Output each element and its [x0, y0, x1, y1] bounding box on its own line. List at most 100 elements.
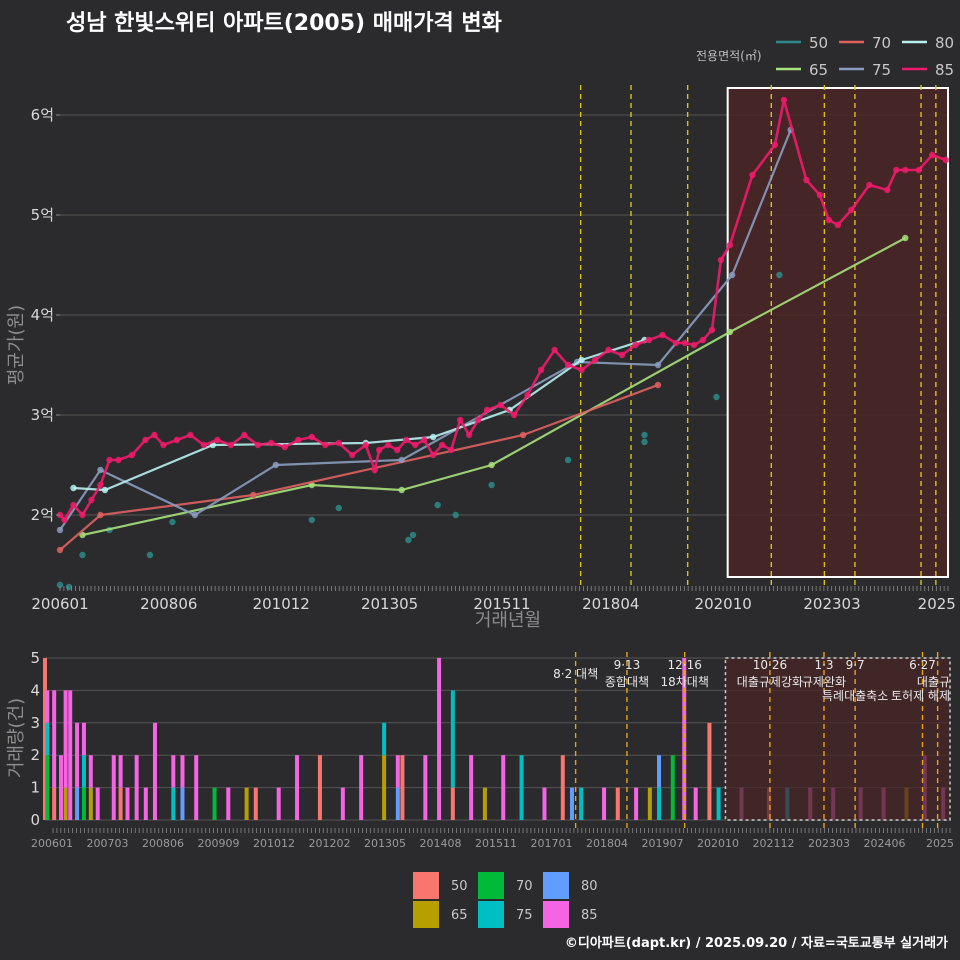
bottom-legend-key-85 — [543, 901, 569, 928]
bottom-x-tick-label: 2025 — [926, 837, 954, 850]
bar-segment-85 — [226, 787, 231, 820]
series-point-85 — [717, 256, 725, 264]
bottom-legend: 50 65 70 75 80 85 — [413, 872, 598, 928]
bottom-x-tick-label: 201907 — [642, 837, 684, 850]
bottom-x-tick-label: 200806 — [142, 837, 184, 850]
bottom-x-tick-label: 201804 — [586, 837, 628, 850]
bar-segment-50 — [615, 787, 620, 820]
series-point-50 — [452, 511, 459, 519]
series-point-85 — [371, 466, 378, 474]
bar-segment-50 — [52, 787, 57, 820]
series-line-85 — [59, 99, 947, 523]
event-annotation: 8·2 대책 — [553, 666, 598, 681]
series-point-75 — [56, 526, 64, 534]
bar-segment-80 — [395, 787, 400, 820]
series-point-85 — [551, 346, 558, 354]
series-point-65 — [726, 328, 734, 336]
series-point-85 — [681, 339, 689, 347]
event-annotation: 종합대책 — [605, 674, 649, 689]
bar-segment-50 — [118, 787, 123, 820]
bar-segment-85 — [111, 755, 116, 820]
bottom-y-tick-label: 0 — [30, 811, 40, 829]
bar-segment-85 — [542, 787, 547, 820]
x-tick-label: 2025 — [918, 595, 956, 613]
series-point-50 — [335, 504, 342, 512]
series-point-85 — [825, 216, 833, 224]
bottom-x-tick-label: 202303 — [808, 837, 850, 850]
bar-segment-85 — [134, 755, 139, 820]
series-point-85 — [173, 436, 181, 444]
x-tick-label: 201305 — [361, 595, 418, 613]
bar-segment-85 — [682, 658, 687, 820]
series-point-85 — [322, 441, 329, 449]
legend-label-65: 65 — [809, 61, 828, 79]
bottom-highlight-box — [724, 657, 951, 821]
bottom-y-axis-title: 거래량(건) — [6, 698, 27, 778]
series-point-85 — [128, 451, 136, 459]
bar-segment-85 — [95, 787, 100, 820]
series-point-85 — [578, 366, 585, 374]
bottom-x-tick-label: 201408 — [420, 837, 462, 850]
bar-segment-65 — [63, 787, 68, 820]
legend-title: 전용면적(㎡) — [696, 49, 762, 63]
series-point-85 — [412, 441, 419, 449]
series-point-50 — [56, 581, 64, 589]
bar-segment-50 — [450, 787, 455, 820]
series-point-85 — [929, 151, 936, 159]
series-point-85 — [106, 456, 113, 464]
bottom-event-lines — [574, 652, 939, 828]
bottom-x-tick-label: 202010 — [697, 837, 739, 850]
event-annotation: 특례대출축소 — [822, 689, 888, 703]
event-annotation: 10·26 — [753, 658, 787, 672]
legend-label-80: 80 — [935, 34, 954, 52]
series-point-85 — [295, 436, 302, 444]
top-legend: 50 70 80 65 75 85 — [776, 34, 954, 79]
series-point-85 — [465, 431, 473, 439]
series-point-85 — [942, 156, 949, 164]
series-point-85 — [564, 361, 572, 369]
x-tick-label: 202010 — [695, 595, 752, 613]
bar-segment-70 — [670, 755, 675, 820]
bar-segment-85 — [118, 755, 123, 788]
top-x-axis: 200601 200806 201012 201305 201511 201804 2020… — [31, 586, 956, 613]
series-point-70 — [654, 381, 662, 389]
x-tick-label: 201511 — [473, 595, 530, 613]
bar-segment-85 — [340, 787, 345, 820]
series-point-85 — [61, 516, 68, 524]
series-point-85 — [254, 441, 262, 449]
series-line-75 — [59, 129, 792, 531]
series-point-65 — [398, 486, 405, 494]
series-point-70 — [250, 491, 257, 499]
bottom-x-tick-label: 201511 — [475, 837, 517, 850]
series-point-50 — [308, 516, 315, 524]
series-point-50 — [564, 456, 572, 464]
series-point-85 — [79, 511, 86, 519]
series-point-85 — [605, 346, 612, 354]
series-point-85 — [699, 336, 707, 344]
series-point-85 — [708, 326, 716, 334]
bottom-x-tick-label: 202112 — [753, 837, 795, 850]
series-point-70 — [56, 546, 64, 554]
bar-segment-85 — [143, 787, 148, 820]
bar-segment-75 — [450, 690, 455, 788]
bar-segment-85 — [52, 690, 57, 788]
event-annotation: 9·13 — [614, 658, 641, 672]
series-point-85 — [866, 181, 873, 189]
bar-segment-50 — [317, 755, 322, 820]
bar-segment-75 — [45, 722, 50, 756]
series-point-85 — [884, 186, 891, 194]
bottom-y-tick-label: 1 — [30, 779, 40, 797]
bar-segment-85 — [59, 755, 64, 820]
bar-segment-75 — [579, 787, 584, 820]
series-point-80 — [578, 356, 585, 364]
series-point-80 — [70, 484, 77, 492]
series-point-85 — [902, 166, 909, 174]
bar-segment-80 — [657, 755, 662, 788]
bar-segment-70 — [81, 787, 86, 820]
series-point-75 — [97, 466, 104, 474]
series-line-80 — [73, 338, 645, 492]
series-point-85 — [816, 191, 824, 199]
series-point-85 — [187, 431, 194, 439]
series-point-50 — [641, 431, 648, 439]
series-point-50 — [79, 551, 86, 559]
